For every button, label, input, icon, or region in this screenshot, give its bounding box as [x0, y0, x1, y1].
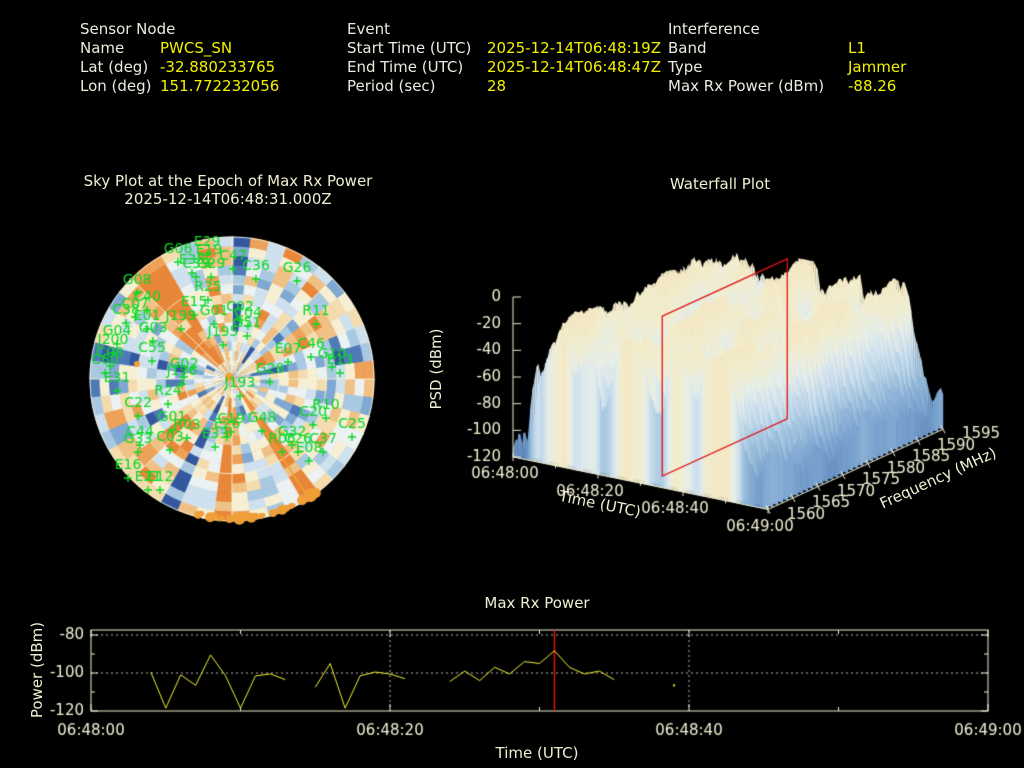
sensor-lat-value: -32.880233765 [160, 58, 276, 76]
sensor-lon-label: Lon (deg) [80, 77, 152, 95]
event-end-value: 2025-12-14T06:48:47Z [487, 58, 661, 76]
waterfall-canvas [398, 216, 1024, 546]
interference-power-label: Max Rx Power (dBm) [668, 77, 825, 95]
interference-title: Interference [668, 20, 760, 38]
time-axis-label: Time (UTC) [495, 744, 579, 762]
event-title: Event [347, 20, 390, 38]
event-end-row: End Time (UTC) 2025-12-14T06:48:47Z [347, 58, 661, 77]
sensor-node-section: Sensor Node Name PWCS_SN Lat (deg) -32.8… [80, 20, 279, 96]
interference-band-row: Band L1 [668, 39, 906, 58]
sensor-node-title: Sensor Node [80, 20, 176, 38]
interference-band-value: L1 [848, 39, 866, 57]
event-start-row: Start Time (UTC) 2025-12-14T06:48:19Z [347, 39, 661, 58]
interference-power-row: Max Rx Power (dBm) -88.26 [668, 77, 906, 96]
interference-type-row: Type Jammer [668, 58, 906, 77]
waterfall-title: Waterfall Plot [669, 175, 771, 193]
interference-section: Interference Band L1 Type Jammer Max Rx … [668, 20, 906, 96]
sensor-lon-row: Lon (deg) 151.772232056 [80, 77, 279, 96]
sensor-name-row: Name PWCS_SN [80, 39, 279, 58]
event-period-row: Period (sec) 28 [347, 77, 661, 96]
sensor-lat-row: Lat (deg) -32.880233765 [80, 58, 279, 77]
interference-power-value: -88.26 [848, 77, 897, 95]
sensor-lon-value: 151.772232056 [160, 77, 280, 95]
sensor-name-label: Name [80, 39, 125, 57]
event-start-value: 2025-12-14T06:48:19Z [487, 39, 661, 57]
sensor-lat-label: Lat (deg) [80, 58, 149, 76]
event-start-label: Start Time (UTC) [347, 39, 472, 57]
sensor-name-value: PWCS_SN [160, 39, 233, 57]
event-section: Event Start Time (UTC) 2025-12-14T06:48:… [347, 20, 661, 96]
interference-type-label: Type [668, 58, 703, 76]
event-period-label: Period (sec) [347, 77, 436, 95]
sky-plot-canvas [62, 218, 402, 530]
sky-plot-title: Sky Plot at the Epoch of Max Rx Power [83, 172, 373, 190]
interference-band-label: Band [668, 39, 707, 57]
interference-type-value: Jammer [848, 58, 907, 76]
sky-plot-subtitle: 2025-12-14T06:48:31.000Z [124, 190, 332, 208]
event-end-label: End Time (UTC) [347, 58, 464, 76]
max-rx-power-canvas [0, 588, 1024, 738]
event-period-value: 28 [487, 77, 507, 95]
